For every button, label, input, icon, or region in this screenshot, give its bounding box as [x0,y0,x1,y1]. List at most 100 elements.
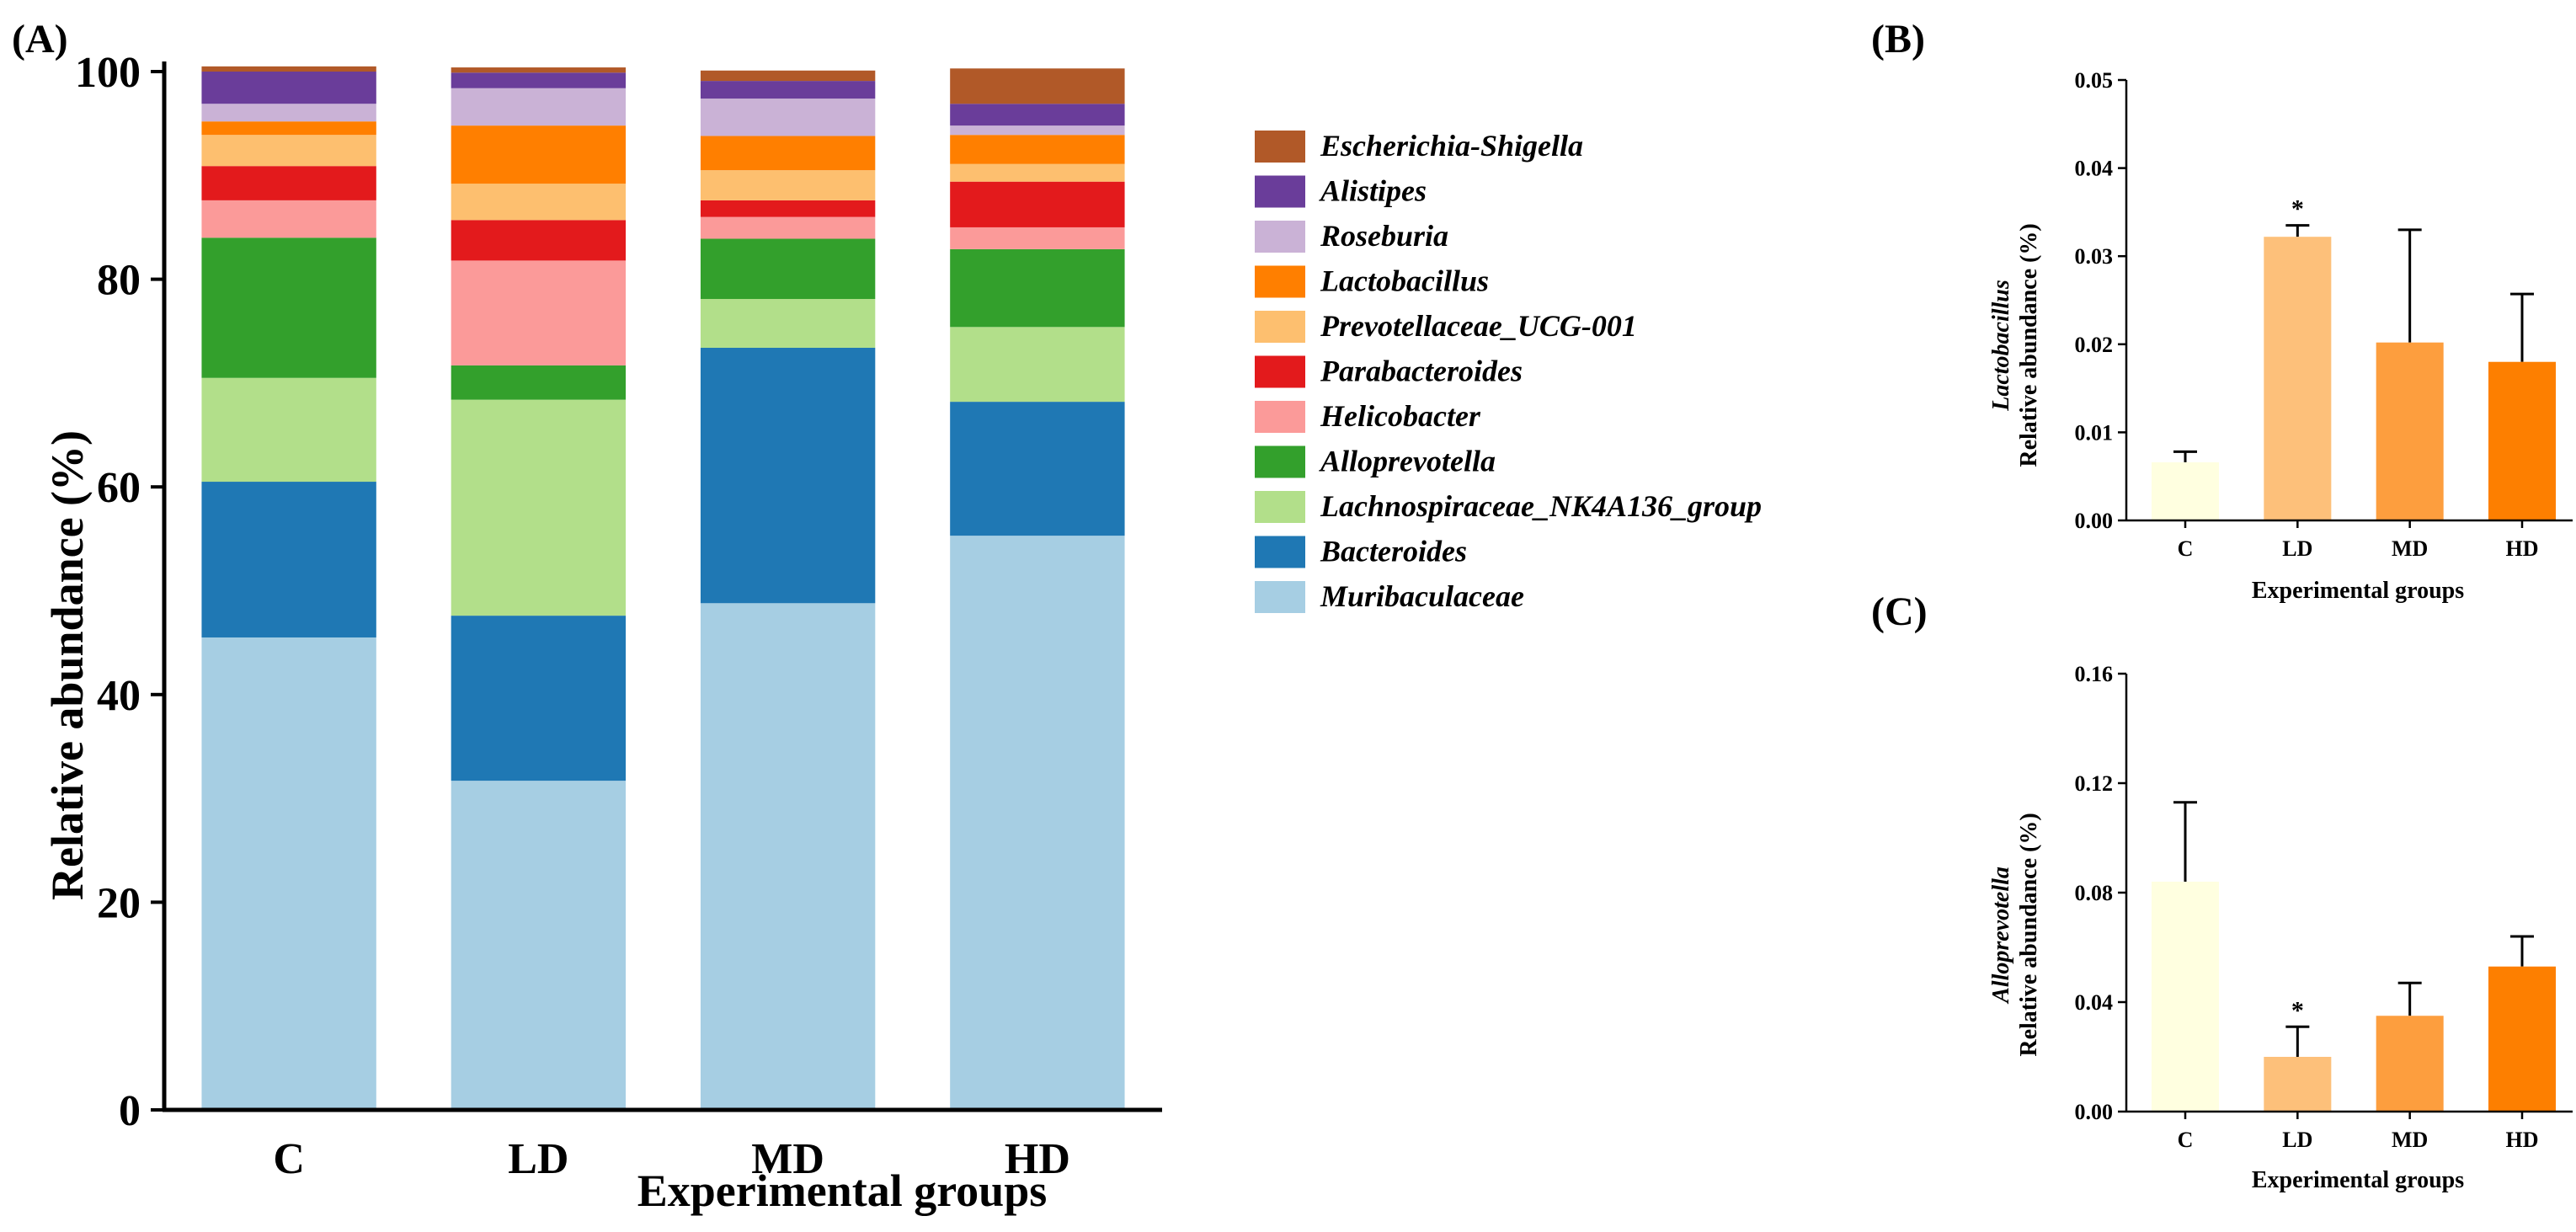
panel-c-bar-chart: (C) Experimental groups Alloprevotella R… [1871,589,2573,1193]
significance-LD: * [2291,996,2304,1024]
bar-segment-C-7 [201,135,376,167]
legend-label-4: Lactobacillus [1320,264,1489,298]
x-tick-label-LD: LD [2282,536,2312,561]
bar-segment-C-10 [201,72,376,104]
x-tick-label-LD: LD [508,1135,568,1183]
bar-segment-HD-8 [950,135,1125,164]
bar-segment-LD-6 [451,220,627,261]
panel-c-plot: C * LD MD HD 0.00 0.04 0.08 0.12 0.16 [2075,662,2573,1152]
x-tick-label-LD: LD [2282,1128,2312,1152]
bar-segment-C-1 [201,637,376,1110]
panel-b-plot: C * LD MD HD 0.00 0.01 0.02 0.03 0.04 0.05 [2075,68,2573,561]
panel-a-stacked-bar-chart: (A) Experimental groups Relative abundan… [12,17,1762,1216]
x-tick-label-C: C [2178,1128,2194,1152]
bar-segment-HD-5 [950,227,1125,249]
y-tick-label: 60 [97,464,141,512]
y-tick-label: 0.00 [2075,509,2114,533]
bar-segment-MD-2 [700,347,876,604]
x-tick-label-HD: HD [1005,1135,1070,1183]
y-tick-label: 0.04 [2075,990,2114,1015]
legend-label-8: Alloprevotella [1319,445,1496,478]
bar-segment-LD-8 [451,125,627,184]
y-tick-label: 0.05 [2075,68,2114,93]
legend-label-2: Alistipes [1319,174,1427,208]
legend-label-1: Escherichia-Shigella [1320,129,1583,163]
y-tick-label: 0.04 [2075,157,2114,181]
panel-a-x-axis-title: Experimental groups [637,1165,1048,1216]
bar-segment-LD-7 [451,184,627,221]
panel-letter-b: (B) [1871,17,1925,61]
y-tick-label: 20 [97,879,141,927]
y-tick-label: 0 [119,1087,141,1135]
y-tick-label: 0.01 [2075,420,2114,445]
bar-segment-C-4 [201,237,376,378]
bar-segment-HD-3 [950,327,1125,403]
bar-segment-LD-4 [451,365,627,400]
x-tick-label-HD: HD [2506,1128,2539,1152]
y-tick-label: 0.12 [2075,771,2114,796]
y-tick-label: 80 [97,257,141,305]
bar-segment-C-2 [201,482,376,637]
bar-segment-MD-7 [700,170,876,200]
bar-segment-MD-6 [700,200,876,217]
x-tick-label-MD: MD [751,1135,824,1183]
bar-C [2152,461,2219,520]
x-tick-label-MD: MD [2392,1128,2428,1152]
bar-segment-MD-3 [700,299,876,348]
x-tick-label-C: C [273,1135,305,1183]
bar-segment-HD-11 [950,68,1125,104]
bar-segment-HD-6 [950,181,1125,227]
panel-c-y-axis-title-genus: Alloprevotella [1988,867,2014,1005]
bar-segment-HD-2 [950,402,1125,536]
bar-segment-C-6 [201,166,376,200]
panel-letter-c: (C) [1871,589,1928,634]
bar-segment-HD-9 [950,125,1125,136]
panel-b-y-axis-title: Relative abundance (%) [2016,223,2042,467]
legend-label-7: Helicobacter [1320,399,1481,433]
panel-b-y-axis-title-genus: Lactobacillus [1988,280,2014,412]
legend-swatch-9 [1255,491,1305,523]
y-tick-label: 0.02 [2075,333,2114,357]
panel-letter-a: (A) [12,17,68,61]
y-tick-label: 100 [75,49,141,97]
bar-HD [2488,361,2556,520]
legend-swatch-11 [1255,581,1305,613]
x-tick-label-HD: HD [2506,536,2539,561]
y-tick-label: 40 [97,672,141,720]
bar-segment-MD-9 [700,99,876,136]
panel-b-x-axis-title: Experimental groups [2252,578,2464,604]
bar-segment-HD-4 [950,248,1125,328]
bar-C [2152,882,2219,1112]
bar-segment-C-8 [201,121,376,136]
legend-label-3: Roseburia [1320,219,1448,253]
legend-swatch-8 [1255,445,1305,478]
legend-swatch-4 [1255,265,1305,298]
x-tick-label-MD: MD [2392,536,2428,561]
panel-c-y-axis-title: Relative abundance (%) [2016,813,2042,1056]
bar-segment-MD-8 [700,136,876,171]
y-tick-label: 0.03 [2075,244,2114,269]
bar-segment-MD-1 [700,603,876,1110]
legend-swatch-2 [1255,175,1305,208]
panel-b-bar-chart: (B) Experimental groups Lactobacillus Re… [1871,17,2573,604]
bar-segment-LD-9 [451,88,627,126]
bar-HD [2488,966,2556,1112]
y-tick-label: 0.16 [2075,662,2114,686]
legend-label-10: Bacteroides [1320,535,1467,568]
significance-LD: * [2291,195,2304,223]
panel-a-bars [201,66,1125,1110]
legend-swatch-5 [1255,311,1305,343]
panel-a-legend: Escherichia-Shigella Alistipes Roseburia La… [1255,129,1762,613]
bar-segment-LD-11 [451,67,627,73]
bar-segment-LD-10 [451,72,627,88]
x-tick-label-C: C [2178,536,2194,561]
legend-swatch-6 [1255,355,1305,388]
legend-swatch-7 [1255,401,1305,433]
bar-MD [2376,1016,2444,1112]
legend-label-6: Parabacteroides [1320,355,1523,388]
bar-LD [2264,1057,2332,1112]
bar-segment-LD-2 [451,616,627,781]
bar-segment-LD-3 [451,399,627,616]
bar-segment-MD-4 [700,238,876,300]
